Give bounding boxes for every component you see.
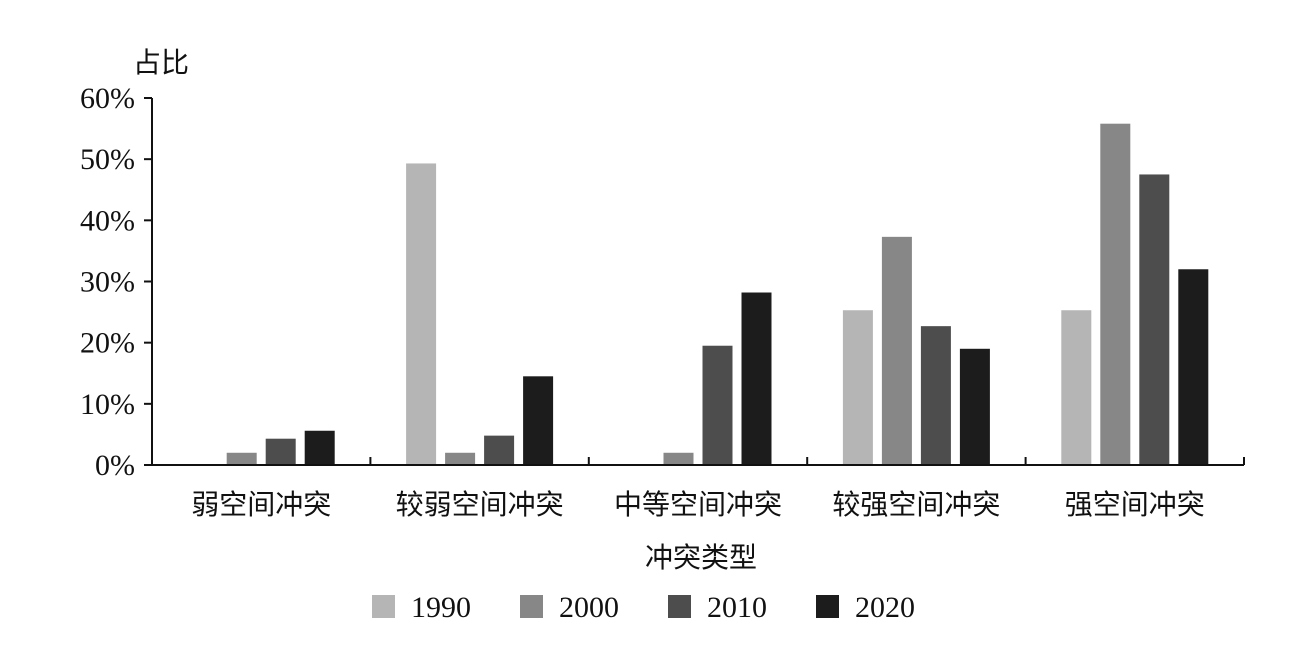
legend-swatch-1990 bbox=[372, 595, 395, 618]
y-tick-label: 20% bbox=[80, 327, 135, 360]
bar-2020-1 bbox=[523, 376, 554, 465]
legend-label: 2000 bbox=[559, 591, 619, 624]
y-tick-label: 10% bbox=[80, 388, 135, 421]
category-labels: 弱空间冲突 较弱空间冲突 中等空间冲突 较强空间冲突 强空间冲突 bbox=[191, 488, 1205, 521]
bar-2000-0 bbox=[226, 452, 257, 465]
y-tick-label: 30% bbox=[80, 266, 135, 299]
bar-2010-2 bbox=[702, 345, 733, 465]
bar-2000-3 bbox=[881, 236, 912, 465]
y-axis-title: 占比 bbox=[133, 46, 189, 79]
bar-2000-2 bbox=[663, 452, 694, 465]
x-axis-title: 冲突类型 bbox=[645, 541, 757, 574]
y-tick-marks bbox=[144, 97, 152, 466]
y-tick-label: 60% bbox=[80, 82, 135, 115]
bar-2000-4 bbox=[1100, 123, 1131, 465]
legend-label: 2020 bbox=[855, 591, 915, 624]
category-label: 中等空间冲突 bbox=[614, 488, 782, 521]
legend-swatch-2000 bbox=[520, 595, 543, 618]
bars bbox=[226, 123, 1209, 466]
bar-2020-3 bbox=[959, 348, 990, 465]
bar-1990-3 bbox=[842, 310, 873, 465]
y-tick-label: 50% bbox=[80, 143, 135, 176]
bar-2020-2 bbox=[741, 292, 772, 465]
category-label: 弱空间冲突 bbox=[191, 488, 331, 521]
category-label: 强空间冲突 bbox=[1065, 488, 1205, 521]
y-tick-labels: 0% 10% 20% 30% 40% 50% 60% bbox=[80, 82, 135, 482]
bar-2010-3 bbox=[920, 326, 951, 465]
legend-label: 2010 bbox=[707, 591, 767, 624]
legend-swatch-2020 bbox=[816, 595, 839, 618]
bar-2010-1 bbox=[484, 435, 515, 465]
y-tick-label: 0% bbox=[95, 449, 135, 482]
legend-swatch-2010 bbox=[668, 595, 691, 618]
legend-label: 1990 bbox=[411, 591, 471, 624]
category-label: 较弱空间冲突 bbox=[396, 488, 564, 521]
bar-1990-1 bbox=[406, 163, 437, 465]
bar-2000-1 bbox=[445, 452, 476, 465]
y-tick-label: 40% bbox=[80, 204, 135, 237]
bar-2010-4 bbox=[1139, 174, 1170, 466]
bar-1990-4 bbox=[1061, 310, 1092, 465]
category-label: 较强空间冲突 bbox=[832, 488, 1000, 521]
bar-2010-0 bbox=[265, 438, 296, 465]
bar-2020-0 bbox=[304, 430, 335, 465]
legend: 1990 2000 2010 2020 bbox=[372, 591, 915, 624]
x-tick-marks bbox=[369, 457, 1245, 465]
bar-2020-4 bbox=[1178, 269, 1209, 465]
